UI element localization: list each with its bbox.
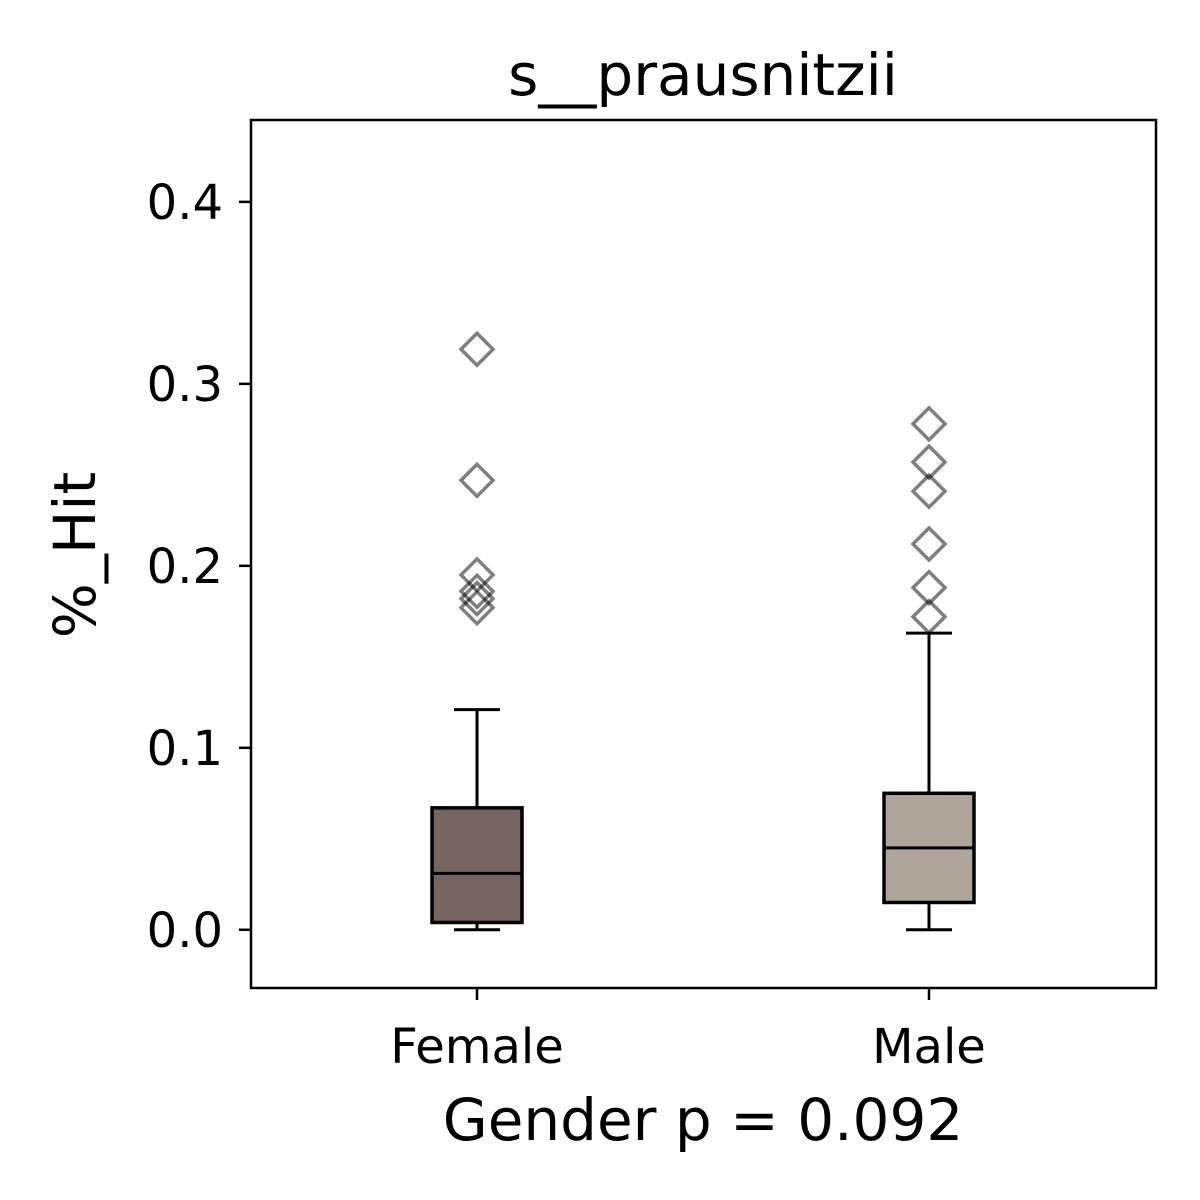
outlier-point xyxy=(458,572,496,610)
outlier-point xyxy=(458,330,496,368)
x-tick-label: Male xyxy=(872,1019,986,1075)
outlier-point xyxy=(458,580,496,618)
outlier-point xyxy=(910,472,948,510)
outlier-point xyxy=(458,556,496,594)
outlier-point xyxy=(910,569,948,607)
y-axis-label: %_Hit xyxy=(41,472,109,639)
box-female xyxy=(430,330,524,932)
y-tick-label: 0.0 xyxy=(147,903,223,959)
outlier-point xyxy=(458,461,496,499)
y-tick-label: 0.4 xyxy=(147,175,223,231)
chart-title: s__prausnitzii xyxy=(508,41,898,109)
x-tick-label: Female xyxy=(390,1019,564,1075)
outlier-point xyxy=(910,405,948,443)
y-axis: 0.0 0.1 0.2 0.3 0.4 xyxy=(147,175,251,959)
box-male xyxy=(882,405,976,932)
plot-area xyxy=(430,330,976,932)
plot-frame xyxy=(249,118,1158,990)
outlier-point xyxy=(910,443,948,481)
iqr-box xyxy=(430,806,524,925)
outlier-point xyxy=(910,598,948,636)
y-tick-label: 0.1 xyxy=(147,721,223,777)
x-axis: Female Male xyxy=(390,988,986,1075)
x-axis-label: Gender p = 0.092 xyxy=(443,1086,964,1154)
y-tick-label: 0.2 xyxy=(147,539,223,595)
y-tick-label: 0.3 xyxy=(147,357,223,413)
outlier-point xyxy=(910,525,948,563)
